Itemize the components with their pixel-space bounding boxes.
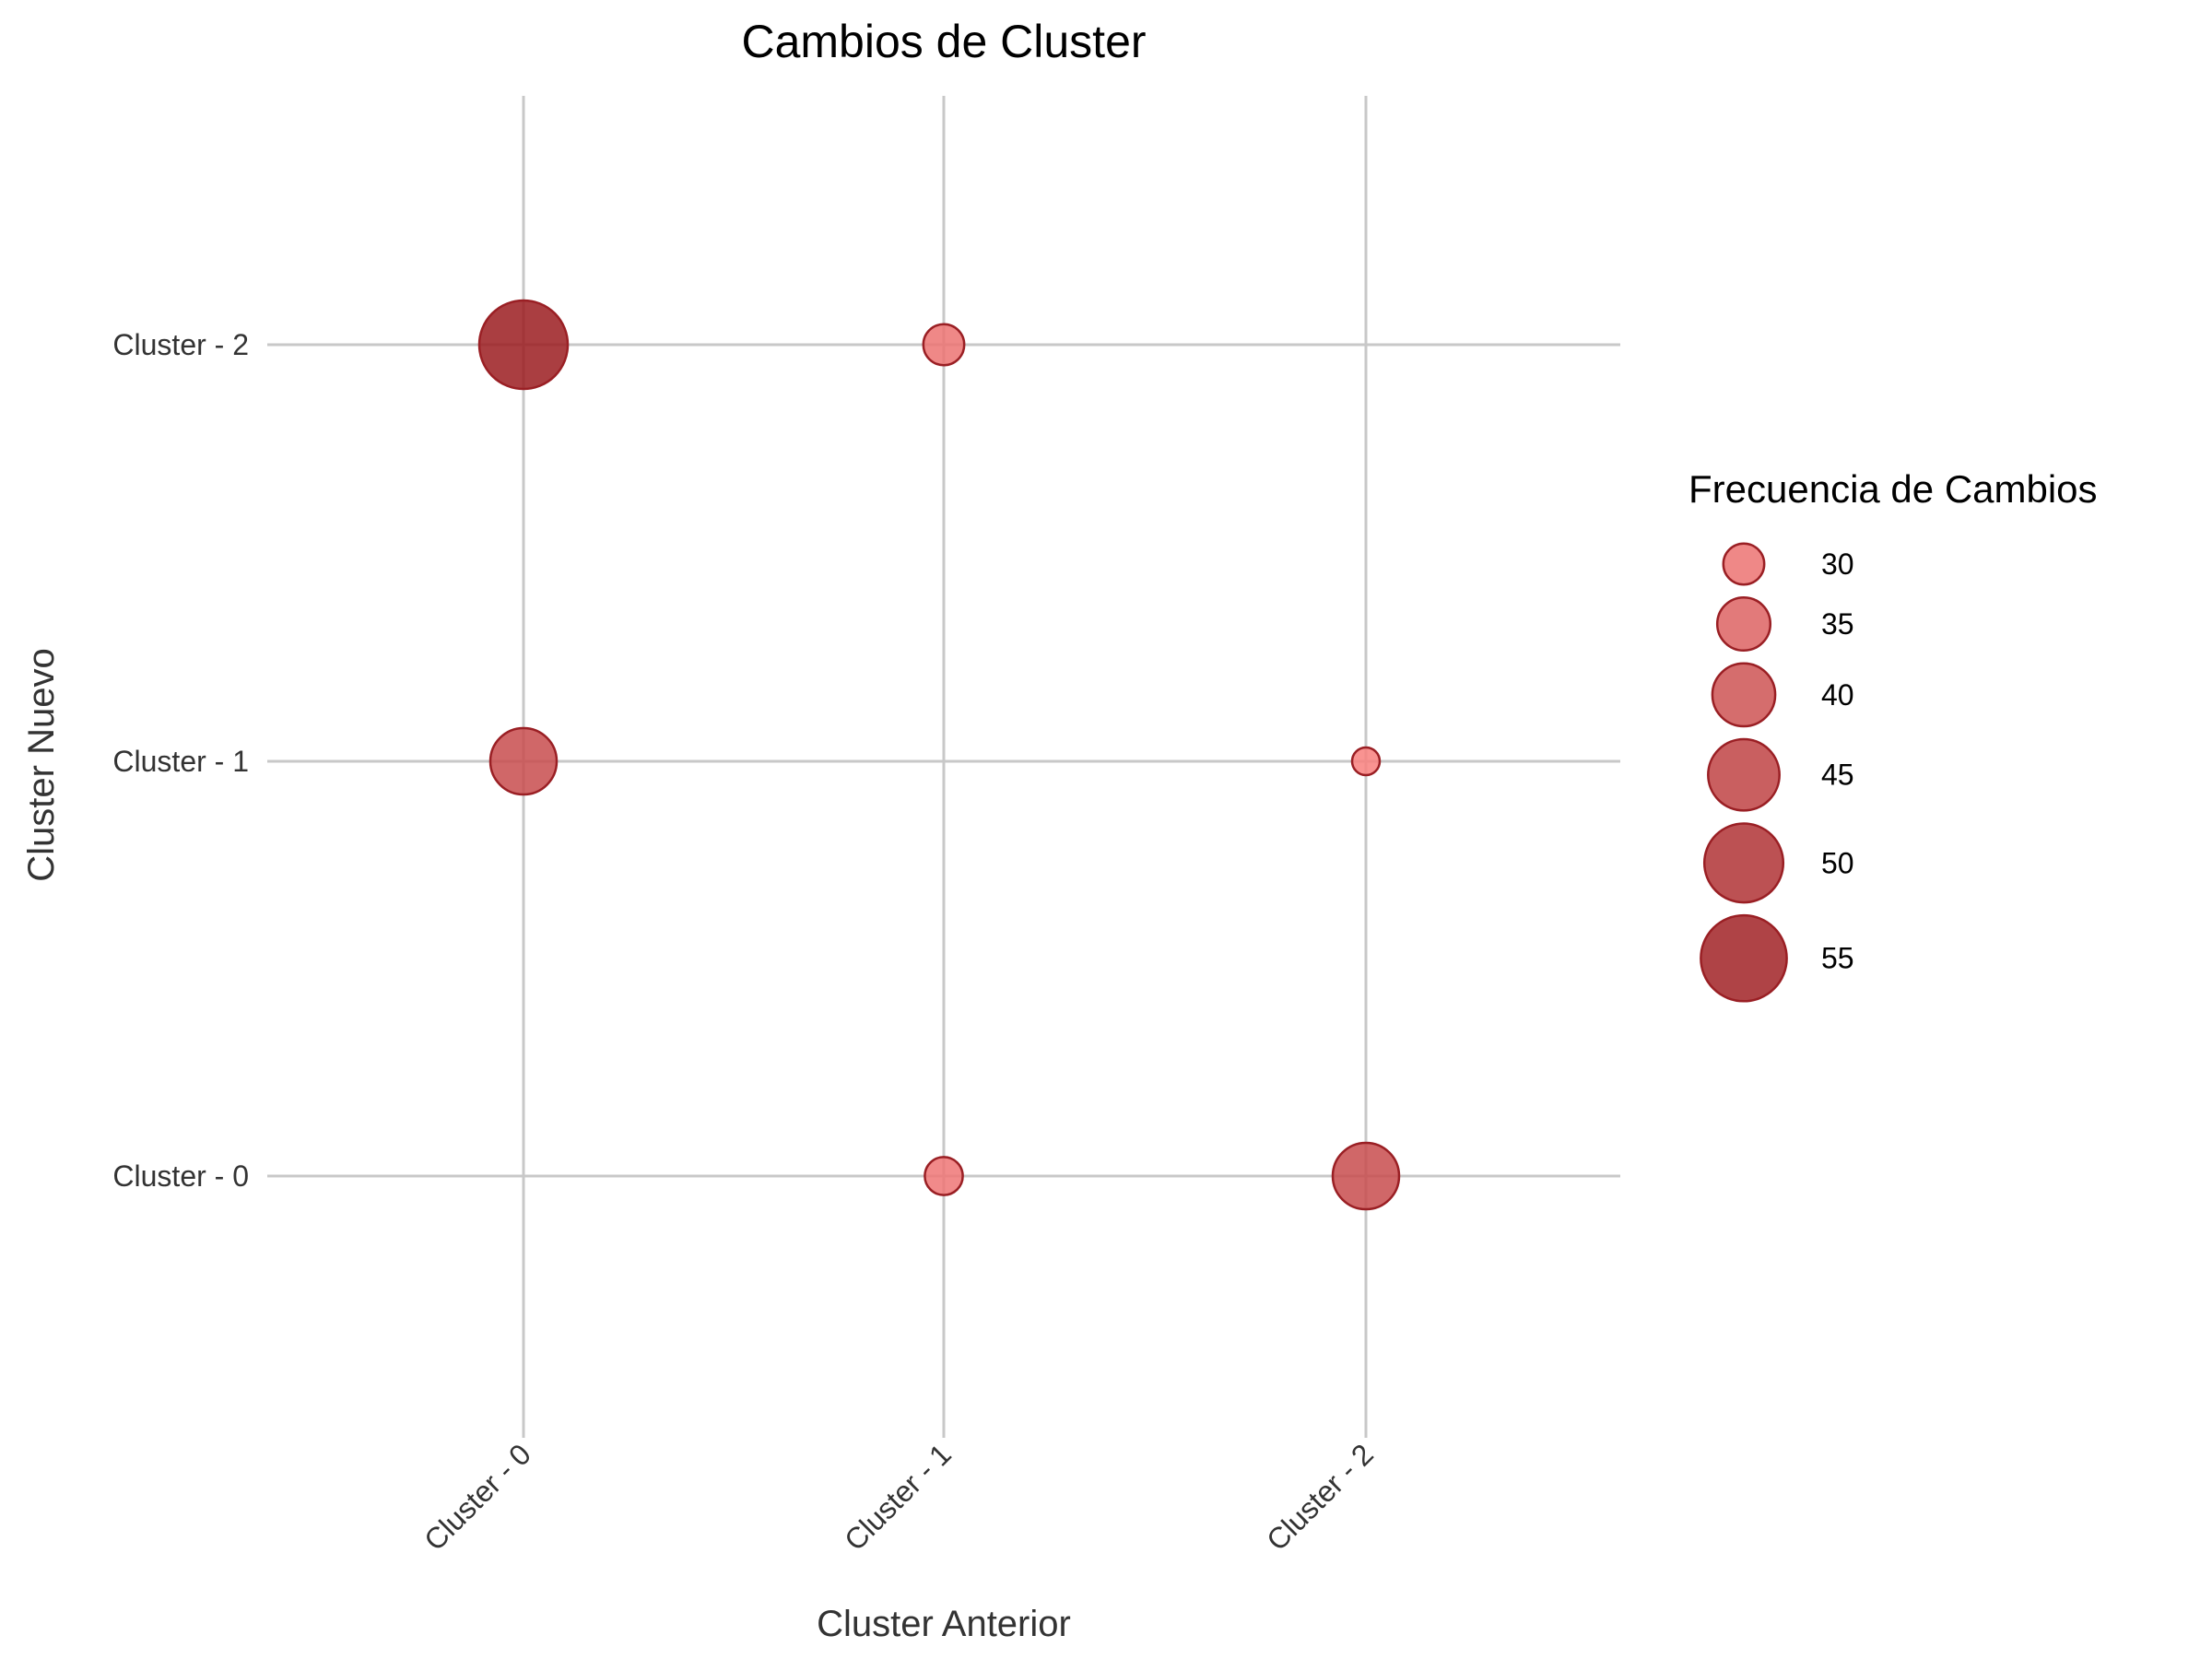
legend-key bbox=[1707, 737, 1781, 812]
legend-label: 45 bbox=[1821, 759, 1854, 792]
legend-key bbox=[1711, 662, 1777, 728]
legend-key bbox=[1700, 913, 1788, 1003]
y-tick-label: Cluster - 2 bbox=[112, 328, 249, 361]
y-tick-label: Cluster - 1 bbox=[112, 745, 249, 778]
bubbles bbox=[477, 299, 1401, 1211]
bubble-point bbox=[477, 299, 570, 391]
chart-title: Cambios de Cluster bbox=[741, 16, 1146, 67]
grid bbox=[267, 96, 1620, 1438]
legend-title: Frecuencia de Cambios bbox=[1688, 467, 2098, 511]
legend-key bbox=[1702, 822, 1785, 904]
x-tick-label: Cluster - 2 bbox=[1260, 1437, 1380, 1557]
bubble-point bbox=[488, 726, 559, 796]
legend-label: 30 bbox=[1821, 547, 1854, 581]
legend: Frecuencia de Cambios 30 35 40 45 50 55 bbox=[1688, 467, 2098, 1003]
y-tick-label: Cluster - 0 bbox=[112, 1159, 249, 1193]
x-axis-title: Cluster Anterior bbox=[817, 1604, 1071, 1644]
x-tick-label: Cluster - 1 bbox=[838, 1437, 958, 1557]
bubble-point bbox=[1350, 746, 1382, 777]
bubble-point bbox=[924, 1156, 964, 1196]
x-tick-label: Cluster - 0 bbox=[418, 1437, 537, 1557]
legend-label: 50 bbox=[1821, 846, 1854, 879]
axes: Cluster - 0 Cluster - 1 Cluster - 2 Cluster… bbox=[112, 328, 1380, 1557]
bubble-point bbox=[1331, 1141, 1401, 1211]
legend-label: 40 bbox=[1821, 678, 1854, 712]
bubble-point bbox=[922, 323, 966, 367]
legend-label: 35 bbox=[1821, 607, 1854, 641]
y-axis-title: Cluster Nuevo bbox=[21, 648, 62, 881]
legend-key bbox=[1722, 542, 1766, 586]
legend-key bbox=[1715, 595, 1772, 653]
legend-label: 55 bbox=[1821, 942, 1854, 975]
